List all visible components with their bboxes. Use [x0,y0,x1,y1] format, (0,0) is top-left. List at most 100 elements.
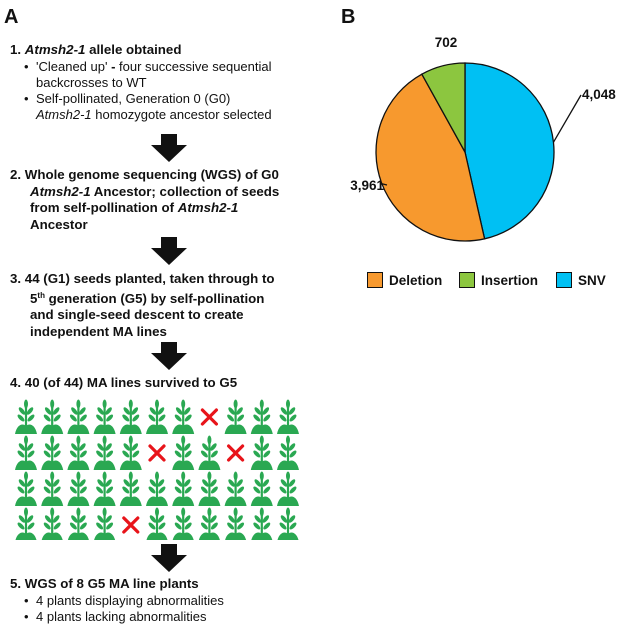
text-run: backcrosses to WT [36,74,147,90]
plant-grid [15,399,299,540]
plant-icon [198,435,221,470]
italic-text: Atmsh2-1 [177,200,239,215]
plant-icon [198,471,221,506]
step-title-line: Ancestor [10,217,340,234]
plant-icon [198,507,220,540]
plant-icon [94,507,116,540]
deletion-swatch [367,272,383,288]
text-run: Ancestor; collection of seeds [90,183,280,199]
text-run: th [37,290,45,300]
text-run: Self-pollinated, Generation 0 (G0) [36,90,231,106]
plant-icon [277,507,299,540]
text-run: Whole genome sequencing (WGS) of G0 [24,167,279,182]
text-run: 4 plants displaying abnormalities [36,592,224,608]
bullet-dot: • [24,592,29,608]
text-run: homozygote ancestor selected [91,106,272,122]
plant-icon [119,471,142,506]
text-run: 5 [30,290,38,306]
plant-icon [146,399,168,434]
step-number: 2. [10,167,22,182]
step-title-line: 5. WGS of 8 G5 MA line plants [10,576,340,593]
step-title-line: from self-pollination of Atmsh2-1 [10,200,340,217]
legend-label-snv: SNV [578,272,606,288]
red-cross-icon [148,444,166,462]
bullet-line: • 4 plants lacking abnormalities [10,609,340,625]
plant-icon [250,435,273,470]
text-run: four successive sequential [115,58,272,74]
legend-item-insertion: Insertion [459,272,538,288]
snv-swatch [556,272,572,288]
leader-line [381,183,388,186]
text-run: Ancestor [30,216,88,232]
text-run: 40 (of 44) MA lines survived to G5 [24,375,238,390]
plant-icon [172,471,195,506]
text-run: 'Cleaned up' [36,58,112,74]
plant-icon [15,507,37,540]
step-title-line: 2. Whole genome sequencing (WGS) of G0 [10,167,340,184]
plant-icon [93,471,116,506]
down-arrow-icon [151,134,187,162]
panel-b-label: B [341,6,356,28]
pie-chart: 4,048 3,961 702 [350,35,616,242]
bullet-line: backcrosses to WT [10,75,340,91]
plant-icon [67,435,90,470]
plant-icon [93,435,116,470]
bullet-line: • Self-pollinated, Generation 0 (G0) [10,91,340,107]
step-title-line: Atmsh2-1 Ancestor; collection of seeds [10,184,340,201]
leader-line [552,94,582,143]
red-cross-icon [122,516,140,534]
step-number: 5. [10,576,22,591]
plant-icon [41,507,63,540]
down-arrow-icon [151,342,187,370]
plant-icon [15,471,37,506]
bullet-line: Atmsh2-1 homozygote ancestor selected [10,107,340,123]
plant-icon [15,399,37,434]
text-run: allele obtained [85,42,182,57]
bullet-dot: • [24,90,29,106]
pie-slice-insertion [420,62,466,155]
plant-icon [119,435,142,470]
text-run: WGS of 8 G5 MA line plants [24,576,199,591]
plant-icon [224,399,247,434]
pie-value-label-deletion: 3,961 [350,178,384,193]
step-title-line: 3. 44 (G1) seeds planted, taken through … [10,271,340,288]
plant-icon [146,507,168,540]
plant-icon [172,507,194,540]
text-run: and single-seed descent to create [30,307,244,322]
plant-icon [224,471,247,506]
bullet-dot: • [24,58,29,74]
panel-a-label: A [4,6,19,28]
legend-label-insertion: Insertion [481,272,539,288]
plant-icon [67,507,89,540]
text-run: from self-pollination of [30,200,178,215]
down-arrow-icon [151,237,187,265]
red-cross-icon [200,408,218,426]
plant-icon [67,399,90,434]
bullet-line: • 'Cleaned up' - four successive sequenti… [10,59,340,75]
red-cross-icon [227,444,245,462]
step-title-line: 4. 40 (of 44) MA lines survived to G5 [10,375,340,392]
legend-item-snv: SNV [556,272,606,288]
bullet-line: • 4 plants displaying abnormalities [10,593,340,609]
plant-icon [67,471,90,506]
step-title-line: and single-seed descent to create [10,307,340,324]
plant-icon [251,507,273,540]
down-arrow-icon [151,544,187,572]
step-title-line: 1. Atmsh2-1 allele obtained [10,42,340,59]
text-run: generation (G5) by self-pollination [44,290,265,306]
step-title-line: independent MA lines [10,324,340,341]
bullet-dot: • [24,608,29,624]
pie-value-label-insertion: 702 [435,35,458,50]
plant-icon [250,399,273,434]
plant-icon [41,435,64,470]
text-run: independent MA lines [30,323,167,339]
plant-icon [93,399,116,434]
italic-text: Atmsh2-1 [24,42,86,57]
step-title-line: 5th generation (G5) by self-pollination [10,288,340,308]
step-4: 4. 40 (of 44) MA lines survived to G5 [10,375,340,392]
plant-icon [225,507,247,540]
italic-text: Atmsh2-1 [36,106,92,122]
step-3: 3. 44 (G1) seeds planted, taken through … [10,271,340,340]
plant-icon [277,399,299,434]
text-run: - [111,58,116,74]
